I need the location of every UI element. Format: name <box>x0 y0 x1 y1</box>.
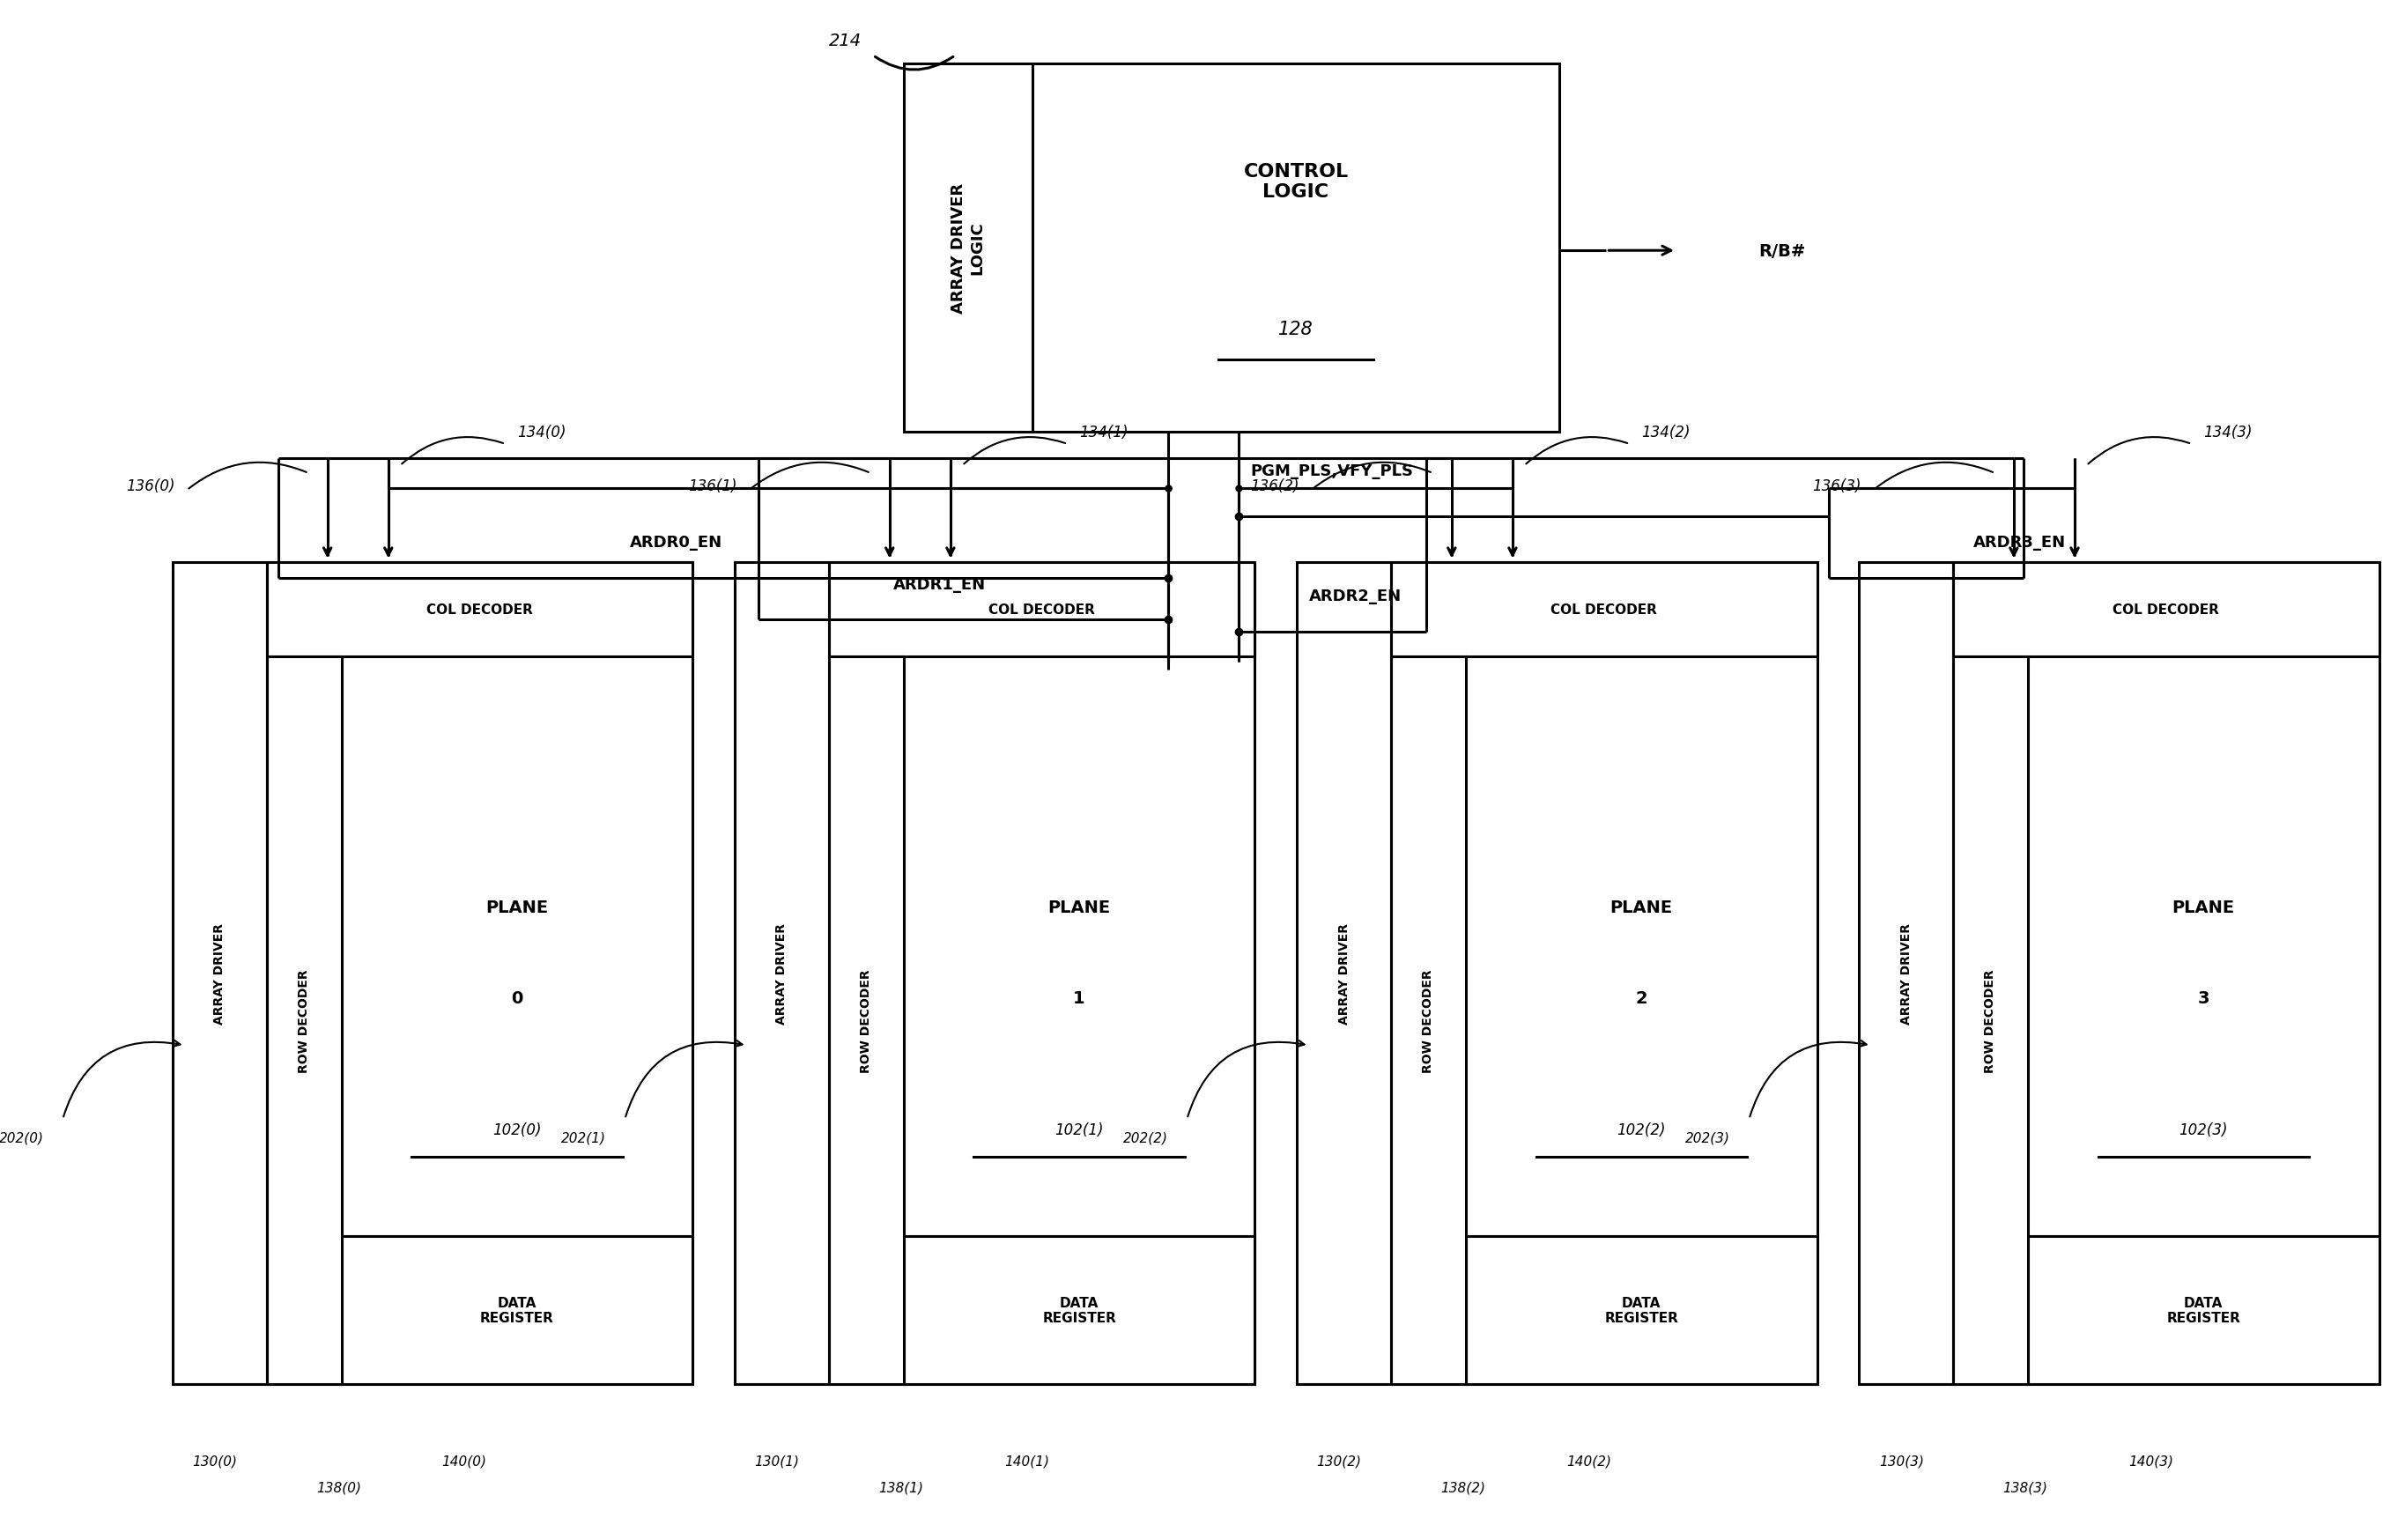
Bar <box>1953 562 2379 658</box>
Bar <box>2027 1237 2379 1384</box>
Bar <box>904 1237 1255 1384</box>
Text: 202(3): 202(3) <box>1686 1130 1729 1144</box>
Text: 102(2): 102(2) <box>1616 1121 1667 1138</box>
Text: 202(1): 202(1) <box>560 1130 606 1144</box>
Bar <box>1390 658 1465 1384</box>
Text: ARDR3_EN: ARDR3_EN <box>1975 534 2066 551</box>
Text: 1: 1 <box>1073 990 1085 1007</box>
Text: 0: 0 <box>512 990 522 1007</box>
Text: DATA
REGISTER: DATA REGISTER <box>1041 1295 1116 1324</box>
Text: ARRAY DRIVER: ARRAY DRIVER <box>1337 922 1349 1024</box>
Text: 130(0): 130(0) <box>192 1454 238 1468</box>
Text: ARRAY DRIVER
LOGIC: ARRAY DRIVER LOGIC <box>950 183 986 313</box>
Text: PLANE: PLANE <box>1049 899 1111 916</box>
Bar <box>173 562 693 1384</box>
Text: ARRAY DRIVER: ARRAY DRIVER <box>214 922 226 1024</box>
Text: 130(2): 130(2) <box>1318 1454 1361 1468</box>
Text: 136(1): 136(1) <box>688 477 738 494</box>
Text: ROW DECODER: ROW DECODER <box>861 969 873 1072</box>
Text: ROW DECODER: ROW DECODER <box>298 969 310 1072</box>
Text: 136(2): 136(2) <box>1251 477 1299 494</box>
Text: 140(3): 140(3) <box>2128 1454 2174 1468</box>
Text: ARDR1_EN: ARDR1_EN <box>895 576 986 593</box>
Bar <box>342 1237 693 1384</box>
Bar <box>1465 1237 1818 1384</box>
Text: PLANE: PLANE <box>486 899 548 916</box>
Text: 134(1): 134(1) <box>1080 425 1128 440</box>
Text: 214: 214 <box>830 32 861 49</box>
Bar <box>1390 562 1818 658</box>
Text: ARRAY DRIVER: ARRAY DRIVER <box>1900 922 1912 1024</box>
Text: 128: 128 <box>1279 320 1313 337</box>
Text: COL DECODER: COL DECODER <box>1551 604 1657 616</box>
Bar <box>1859 562 2379 1384</box>
Text: ROW DECODER: ROW DECODER <box>1421 969 1433 1072</box>
Text: CONTROL
LOGIC: CONTROL LOGIC <box>1243 163 1349 200</box>
Text: ROW DECODER: ROW DECODER <box>1984 969 1996 1072</box>
Text: 136(0): 136(0) <box>127 477 176 494</box>
Text: 140(2): 140(2) <box>1566 1454 1611 1468</box>
Text: 134(0): 134(0) <box>517 425 565 440</box>
Text: DATA
REGISTER: DATA REGISTER <box>2167 1295 2241 1324</box>
Bar <box>1953 658 2027 1384</box>
Text: 140(1): 140(1) <box>1003 1454 1049 1468</box>
Text: 102(3): 102(3) <box>2179 1121 2227 1138</box>
Text: 138(2): 138(2) <box>1441 1480 1486 1494</box>
Text: 130(1): 130(1) <box>755 1454 798 1468</box>
Text: PGM_PLS,VFY_PLS: PGM_PLS,VFY_PLS <box>1251 462 1414 479</box>
Text: 134(2): 134(2) <box>1640 425 1691 440</box>
Text: 134(3): 134(3) <box>2203 425 2253 440</box>
Text: PLANE: PLANE <box>2172 899 2234 916</box>
Bar <box>830 562 1255 658</box>
Text: 2: 2 <box>1635 990 1647 1007</box>
Text: R/B#: R/B# <box>1758 243 1806 260</box>
Text: COL DECODER: COL DECODER <box>988 604 1094 616</box>
Text: 138(3): 138(3) <box>2003 1480 2049 1494</box>
Text: ARDR2_EN: ARDR2_EN <box>1308 588 1402 605</box>
Text: 140(0): 140(0) <box>443 1454 486 1468</box>
Text: COL DECODER: COL DECODER <box>426 604 534 616</box>
Text: 102(1): 102(1) <box>1056 1121 1104 1138</box>
Text: 202(2): 202(2) <box>1123 1130 1169 1144</box>
Bar <box>736 562 1255 1384</box>
Bar <box>267 658 342 1384</box>
Text: COL DECODER: COL DECODER <box>2112 604 2220 616</box>
Text: ARDR0_EN: ARDR0_EN <box>630 534 724 551</box>
Bar <box>1296 562 1818 1384</box>
Bar <box>830 658 904 1384</box>
Text: 3: 3 <box>2198 990 2210 1007</box>
Text: 136(3): 136(3) <box>1813 477 1861 494</box>
Text: 130(3): 130(3) <box>1878 1454 1924 1468</box>
Bar <box>904 63 1558 433</box>
Bar <box>267 562 693 658</box>
Text: 202(0): 202(0) <box>0 1130 43 1144</box>
Text: 138(0): 138(0) <box>317 1480 361 1494</box>
Text: DATA
REGISTER: DATA REGISTER <box>481 1295 553 1324</box>
Text: PLANE: PLANE <box>1609 899 1674 916</box>
Text: 138(1): 138(1) <box>878 1480 924 1494</box>
Text: DATA
REGISTER: DATA REGISTER <box>1604 1295 1679 1324</box>
Text: ARRAY DRIVER: ARRAY DRIVER <box>777 922 789 1024</box>
Text: 102(0): 102(0) <box>493 1121 541 1138</box>
